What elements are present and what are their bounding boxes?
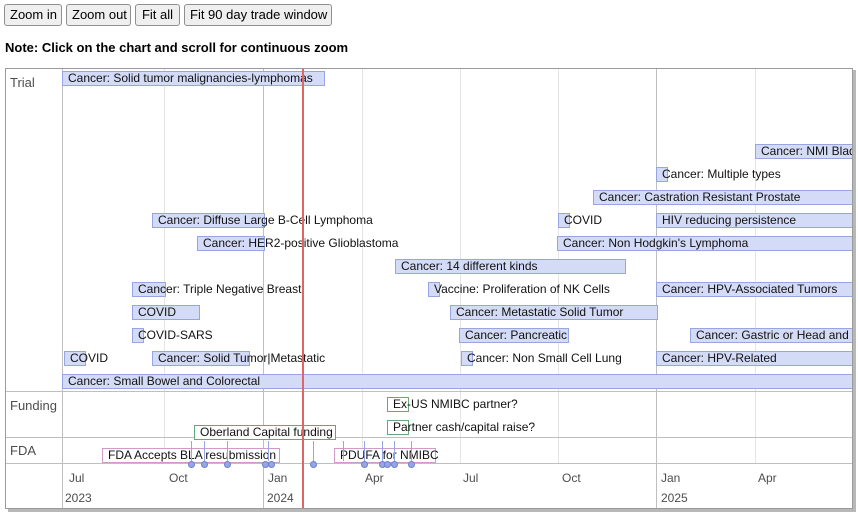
axis-month-label: Apr [365,471,384,485]
axis-year-label: 2025 [661,491,688,505]
axis-month-label: Oct [562,471,581,485]
axis-month-label: Jan [268,471,288,485]
grid-line [263,69,264,508]
trial-item[interactable]: Cancer: Triple Negative Breast [132,282,301,297]
group-divider [6,391,852,392]
trial-item[interactable]: Cancer: Pancreatic [459,328,569,343]
trial-item[interactable]: Cancer: NMI Blad [755,144,852,159]
event-stem [394,441,395,461]
event-stem [411,441,412,461]
trial-item[interactable]: Cancer: HPV-Related [656,351,852,366]
chart-shadow [8,509,856,512]
event-point[interactable] [224,461,231,468]
event-stem [268,441,269,461]
axis-month-label: Jan [661,471,681,485]
label-column-divider [62,69,63,508]
fit-90-day-button[interactable]: Fit 90 day trade window [184,4,332,26]
trial-item[interactable]: Cancer: Gastric or Head and N [690,328,852,343]
axis-year-label: 2024 [267,491,294,505]
grid-line [164,69,165,463]
event-point[interactable] [201,461,208,468]
chart-shadow [853,70,856,511]
group-label-trial: Trial [10,75,35,90]
event-point[interactable] [188,461,195,468]
zoom-in-button[interactable]: Zoom in [4,4,62,26]
trial-item[interactable]: Cancer: Diffuse Large B-Cell Lymphoma [152,213,373,228]
group-label-fda: FDA [10,443,36,458]
funding-item[interactable]: Oberland Capital funding [194,425,336,440]
trial-item[interactable]: Cancer: Metastatic Solid Tumor [450,305,658,320]
fit-all-button[interactable]: Fit all [135,4,180,26]
trial-item[interactable]: COVID-SARS [132,328,213,343]
axis-month-label: Apr [758,471,777,485]
trial-item[interactable]: Cancer: Multiple types [656,167,781,182]
event-point[interactable] [391,461,398,468]
zoom-out-button[interactable]: Zoom out [66,4,131,26]
event-stem [227,441,228,461]
funding-item[interactable]: Partner cash/capital raise? [387,420,535,435]
current-date-line [302,69,304,508]
trial-item[interactable]: Cancer: Solid tumor malignancies-lymphom… [62,71,325,86]
event-stem [191,441,192,461]
trial-item[interactable]: Cancer: 14 different kinds [395,259,626,274]
event-point[interactable] [384,461,391,468]
event-stem [343,441,344,461]
trial-item[interactable]: Cancer: Non Small Cell Lung [461,351,622,366]
trial-item[interactable]: HIV reducing persistence [656,213,852,228]
event-stem [364,441,365,461]
axis-year-label: 2023 [65,491,92,505]
axis-month-label: Oct [169,471,188,485]
axis-month-label: Jul [69,471,85,485]
grid-line [362,69,363,463]
trial-item[interactable]: COVID [132,305,200,320]
trial-item[interactable]: Cancer: Solid Tumor|Metastatic [152,351,325,366]
trial-item[interactable]: COVID [558,213,602,228]
event-stem [313,441,314,461]
trial-item[interactable]: Cancer: Castration Resistant Prostate [593,190,852,205]
zoom-note: Note: Click on the chart and scroll for … [5,40,349,55]
timeline-chart[interactable]: Trial Funding FDA Cancer: Solid tumor ma… [5,68,853,509]
event-point[interactable] [361,461,368,468]
funding-item[interactable]: Ex-US NMIBC partner? [387,397,518,412]
trial-item[interactable]: Cancer: Small Bowel and Colorectal [62,374,852,389]
event-point[interactable] [408,461,415,468]
trial-item[interactable]: Cancer: Non Hodgkin's Lymphoma [557,236,852,251]
event-point[interactable] [310,461,317,468]
axis-divider [6,463,852,464]
trial-item[interactable]: Cancer: HPV-Associated Tumors [656,282,852,297]
trial-item[interactable]: Cancer: HER2-positive Glioblastoma [197,236,398,251]
trial-item[interactable]: COVID [64,351,108,366]
group-label-funding: Funding [10,398,57,413]
event-stem [382,441,383,461]
axis-month-label: Jul [463,471,479,485]
trial-item[interactable]: Vaccine: Proliferation of NK Cells [428,282,610,297]
grid-line [755,69,756,463]
event-stem [204,441,205,461]
group-divider [6,437,852,438]
event-point[interactable] [268,461,275,468]
